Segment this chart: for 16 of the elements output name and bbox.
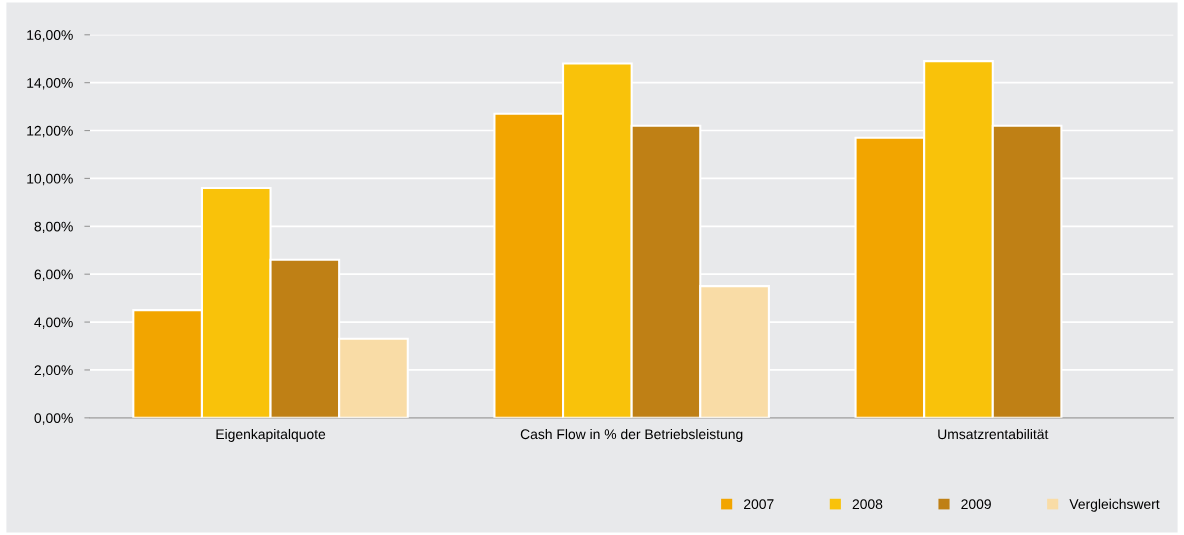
y-tick-label: 10,00% <box>27 173 73 186</box>
legend-label: 2008 <box>852 499 883 510</box>
y-tick-label: 12,00% <box>27 125 73 138</box>
legend-label: 2009 <box>961 499 991 510</box>
y-tick-label: 4,00% <box>34 317 73 329</box>
legend-label: 2007 <box>744 499 774 510</box>
x-tick-label: Eigenkapitalquote <box>216 428 326 442</box>
legend-label: Vergleichswert <box>1069 498 1160 512</box>
y-tick-label: 0,00% <box>34 413 73 425</box>
y-tick-label: 6,00% <box>34 269 73 281</box>
y-tick-label: 14,00% <box>27 77 73 90</box>
x-tick-label: Cash Flow in % der Betriebsleistung <box>520 428 743 442</box>
y-tick-label: 8,00% <box>34 221 73 234</box>
y-tick-label: 2,00% <box>34 365 73 377</box>
y-tick-label: 16,00% <box>27 30 73 42</box>
x-tick-label: Umsatzrentabilität <box>938 428 1049 440</box>
